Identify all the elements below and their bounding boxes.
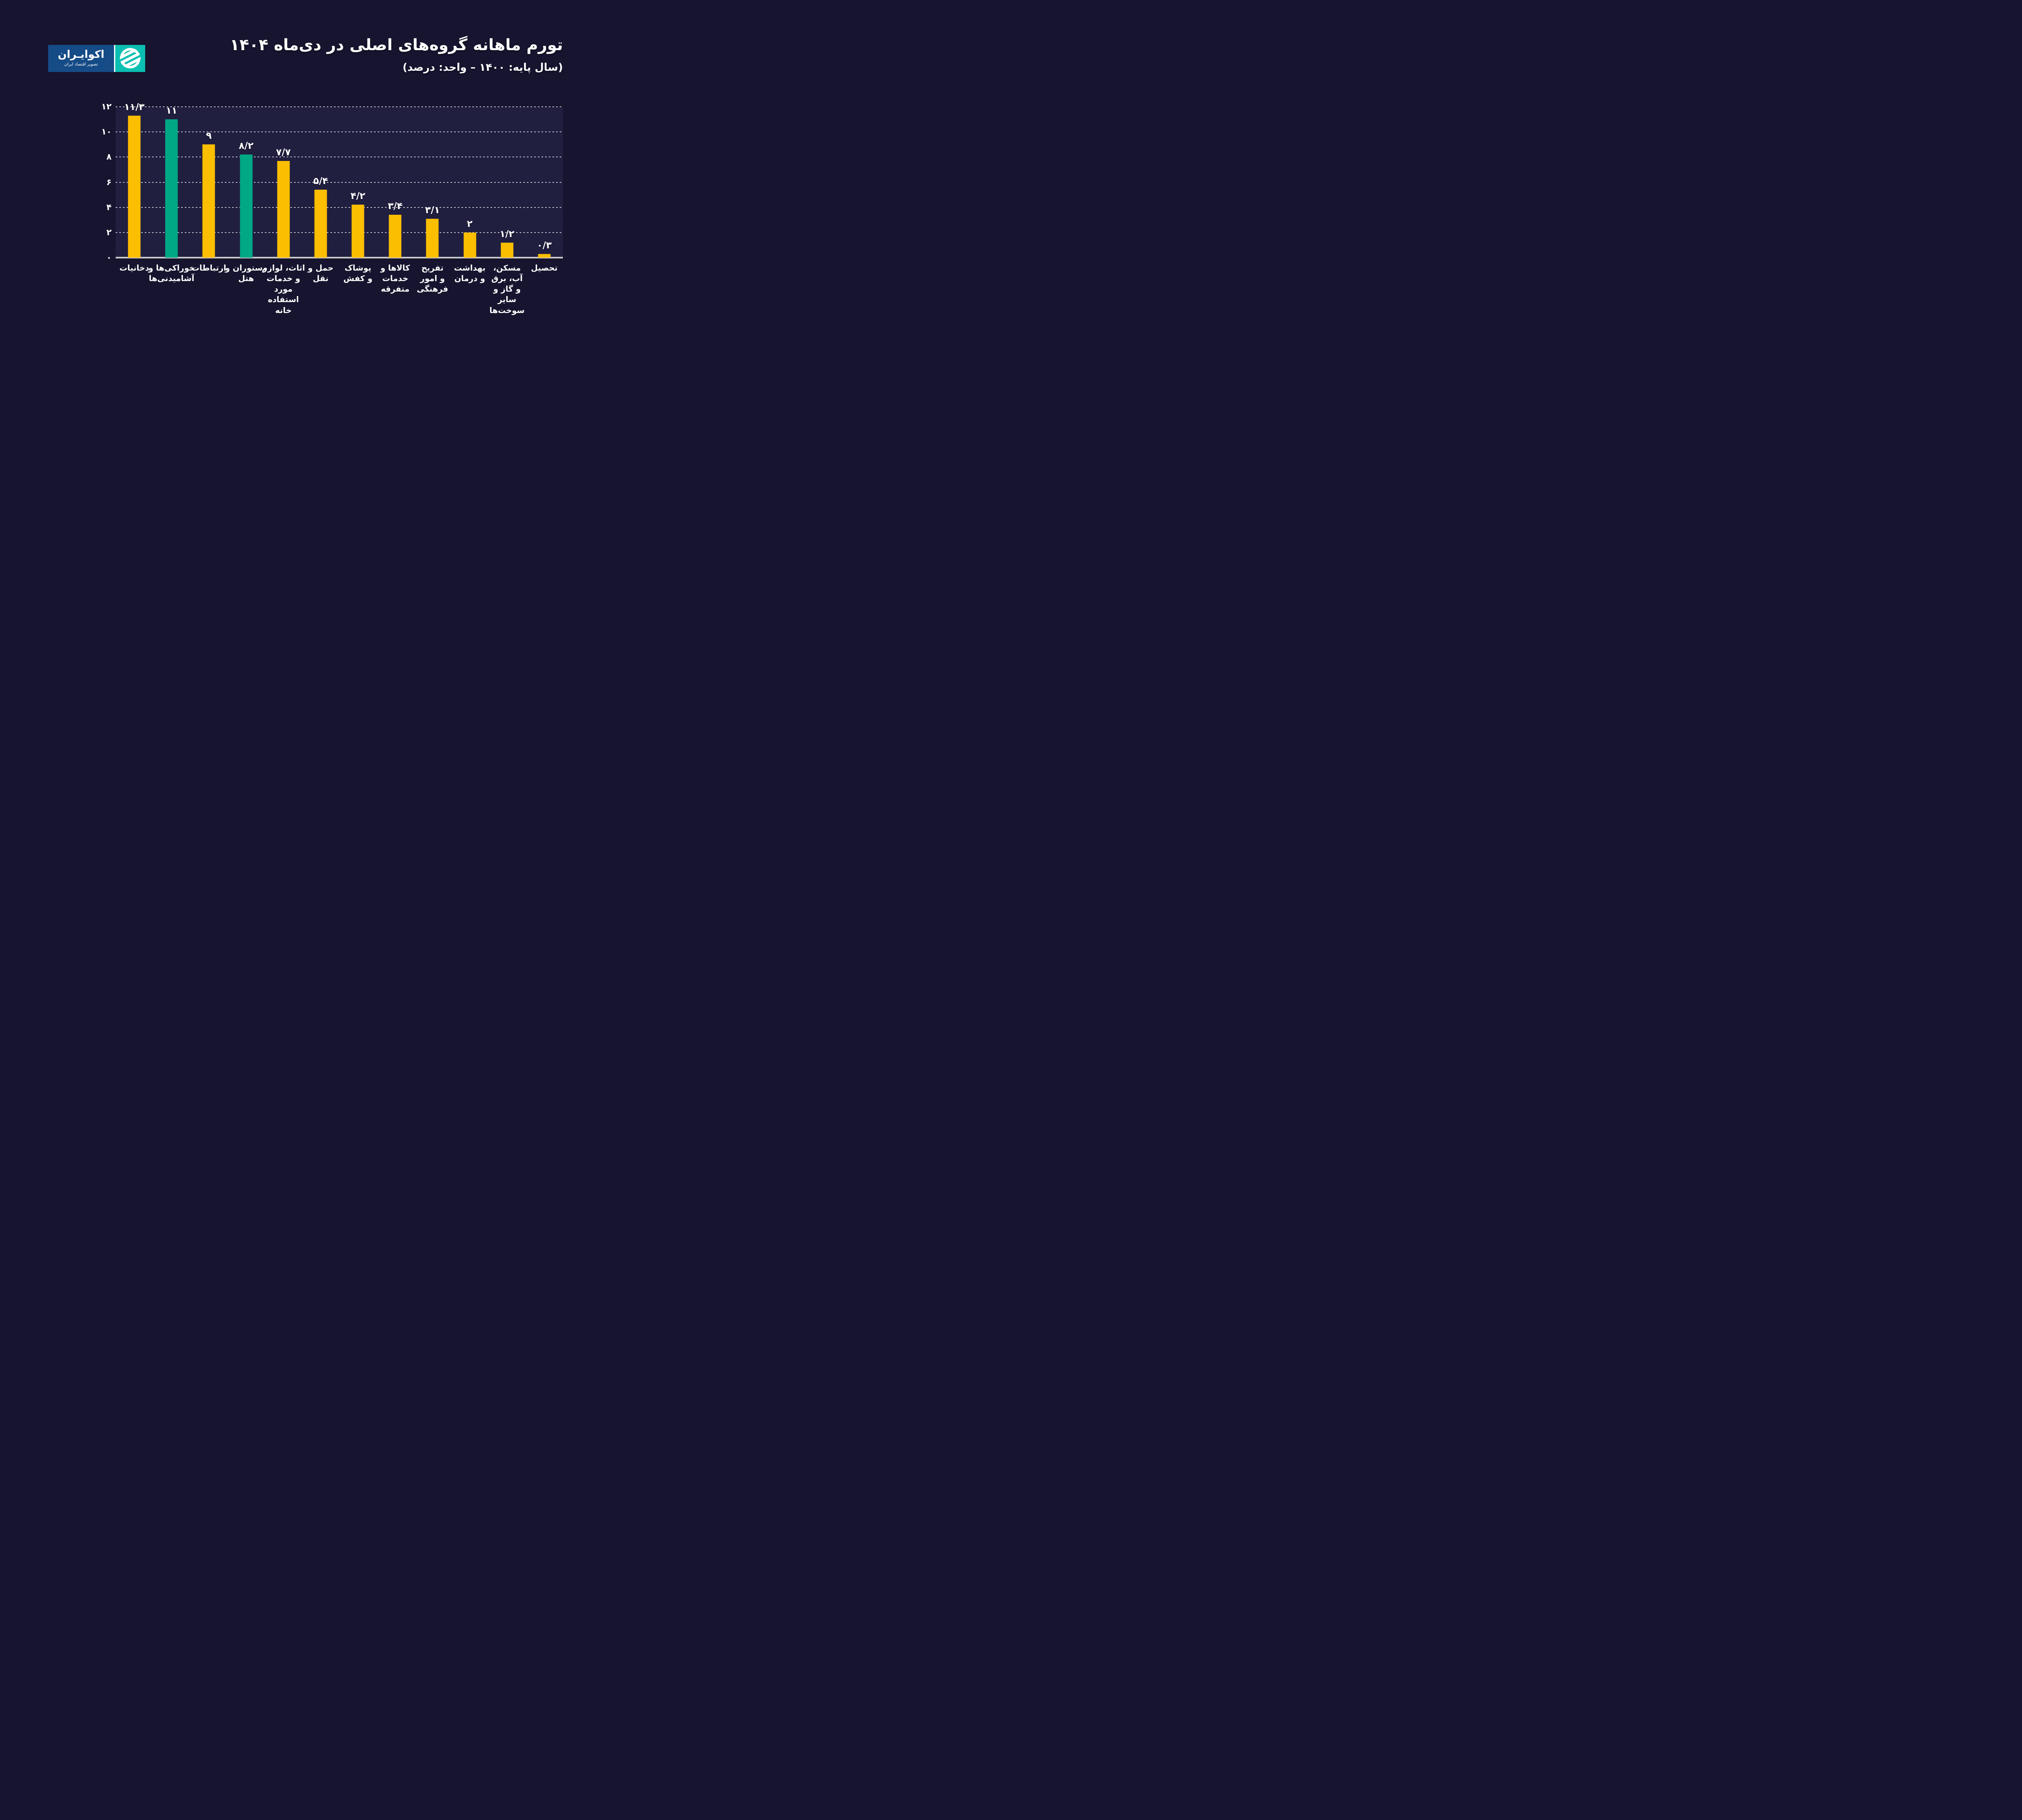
bar-slot-4: ۸/۲ رستوران و هتل (225, 107, 267, 284)
bar-slot-2: ۱۱ خوراکی‌ها و آشامیدنی‌ها (148, 106, 195, 284)
logo-divider (114, 45, 115, 72)
gridline-6 (116, 182, 563, 183)
bar-slot-1: ۱۱/۳ دخانیات (116, 102, 153, 273)
y-tick-label-8: ۸ (106, 152, 112, 162)
bar-12 (538, 254, 551, 258)
y-tick-label-2: ۲ (106, 227, 112, 237)
gridline-12 (116, 106, 563, 107)
plot-area: ۱۱/۳ دخانیات ۱۱ خوراکی‌ها و آشامیدنی‌ها ۹ ارت… (116, 102, 563, 315)
bar-value-label-11: ۱/۲ (499, 229, 514, 239)
bar-value-label-4: ۸/۲ (239, 141, 254, 152)
bar-value-label-8: ۳/۴ (387, 201, 403, 212)
logo-emblem-box (115, 45, 145, 72)
x-axis-label-6: حمل و نقل (308, 263, 334, 284)
y-tick-label-10: ۱۰ (101, 127, 112, 137)
bar-slot-3: ۹ ارتباطات (190, 107, 227, 273)
x-axis-label-10: بهداشت و درمان (454, 263, 486, 284)
y-tick-label-0: ۰ (106, 252, 112, 262)
bar-9 (426, 218, 439, 258)
bar-slot-11: ۱/۲ مسکن، آب، برق و گاز و سایر سوخت‌ها (489, 107, 526, 315)
page-title: تورم ماهانه گروه‌های اصلی در دی‌ماه ۱۴۰۴ (230, 36, 563, 54)
logo-tagline-text: تصویر اقتصاد ایران (64, 61, 98, 67)
x-axis-label-11: مسکن، آب، برق و گاز و سایر سوخت‌ها (489, 263, 525, 315)
y-axis: ۰ ۲ ۴ ۶ ۸ ۱۰ ۱۲ (87, 102, 112, 262)
chart-header: تورم ماهانه گروه‌های اصلی در دی‌ماه ۱۴۰۴… (230, 36, 563, 74)
bar-slot-10: ۲ بهداشت و درمان (451, 107, 489, 283)
bar-1 (128, 115, 141, 258)
x-axis-label-9: تفریح و امور فرهنگی (417, 263, 448, 294)
bar-value-label-9: ۳/۱ (425, 205, 440, 216)
x-axis-label-7: پوشاک و کفش (343, 263, 372, 284)
bar-value-label-6: ۵/۴ (313, 176, 328, 187)
bar-5 (277, 161, 290, 258)
bar-value-label-2: ۱۱ (166, 106, 178, 116)
bar-slot-7: ۴/۲ پوشاک و کفش (339, 107, 376, 283)
bar-slot-6: ۵/۴ حمل و نقل (302, 107, 339, 283)
bar-slot-12: ۰/۳ تحصیل (526, 107, 563, 273)
bar-8 (389, 215, 402, 258)
x-axis-label-1: دخانیات (119, 263, 149, 273)
bar-slot-9: ۳/۱ تفریح و امور فرهنگی (414, 107, 451, 294)
bar-slot-5: ۷/۷ اثاث، لوازم و خدمات مورد استفاده خانه (262, 107, 305, 315)
logo-text-box: اکوایـران تصویر اقتصاد ایران (48, 45, 114, 72)
bar-value-label-7: ۴/۲ (350, 191, 366, 202)
bar-7 (351, 205, 364, 258)
x-axis-label-8: کالاها و خدمات متفرقه (380, 263, 410, 294)
bar-slot-8: ۳/۴ کالاها و خدمات متفرقه (376, 107, 414, 294)
y-tick-label-4: ۴ (106, 202, 112, 212)
striped-globe-icon (118, 47, 142, 70)
x-axis-baseline (116, 257, 563, 258)
x-axis-label-4: رستوران و هتل (225, 263, 267, 284)
bar-value-label-10: ۲ (467, 218, 473, 229)
bar-6 (314, 190, 327, 258)
logo-brand-text: اکوایـران (57, 49, 105, 61)
bar-2 (165, 119, 178, 258)
page-subtitle: (سال پایه: ۱۴۰۰ – واحد: درصد) (402, 61, 563, 74)
bar-3 (202, 144, 215, 258)
x-axis-label-12: تحصیل (531, 263, 558, 273)
gridline-4 (116, 207, 563, 208)
gridline-2 (116, 232, 563, 233)
x-axis-label-2: خوراکی‌ها و آشامیدنی‌ها (148, 263, 195, 284)
x-axis-label-3: ارتباطات (191, 263, 226, 273)
x-axis-label-5: اثاث، لوازم و خدمات مورد استفاده خانه (262, 263, 305, 315)
bar-11 (501, 242, 514, 258)
bar-value-label-5: ۷/۷ (276, 147, 291, 158)
ecoiran-logo: اکوایـران تصویر اقتصاد ایران (48, 45, 145, 72)
y-tick-label-6: ۶ (106, 177, 112, 187)
bar-value-label-3: ۹ (206, 131, 212, 142)
bar-value-label-12: ۰/۳ (537, 240, 552, 251)
bar-10 (463, 232, 476, 258)
gridline-10 (116, 131, 563, 133)
infographic-canvas: اکوایـران تصویر اقتصاد ایران (0, 0, 634, 357)
y-tick-label-12: ۱۲ (101, 102, 112, 112)
bar-value-label-1: ۱۱/۳ (124, 102, 145, 112)
bar-4 (240, 154, 253, 258)
